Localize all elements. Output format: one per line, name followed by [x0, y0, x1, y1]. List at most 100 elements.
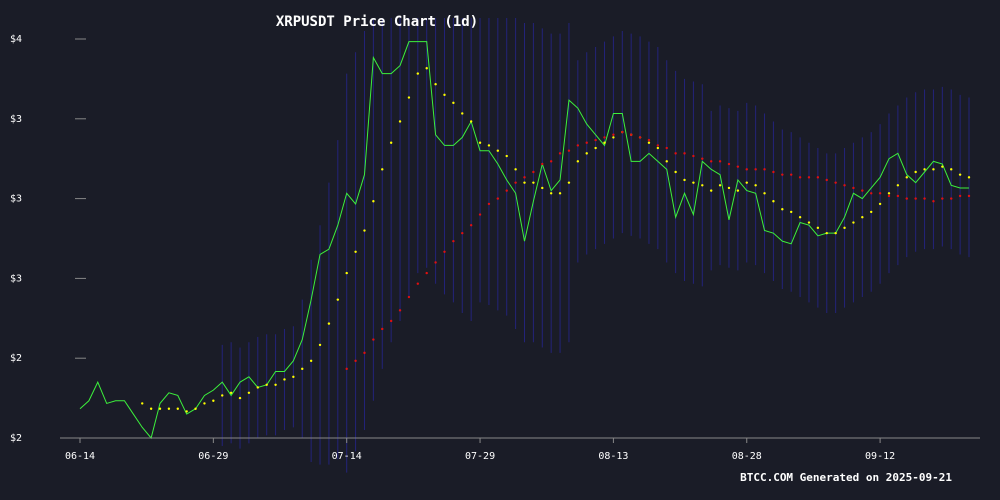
ma-dot: [549, 160, 553, 163]
ma-dot: [923, 197, 926, 200]
ma-dot: [478, 213, 482, 216]
ma-dot: [523, 181, 526, 184]
ma-dot: [425, 67, 428, 70]
ma-dot: [709, 189, 713, 192]
ma-dot: [363, 351, 366, 355]
ma-dot: [461, 112, 464, 115]
ma-dot: [638, 136, 642, 139]
ma-dot: [790, 173, 793, 176]
ma-dot: [941, 165, 944, 168]
ma-dot: [541, 186, 544, 190]
ma-dot: [816, 176, 820, 179]
ma-dot: [461, 231, 464, 235]
ma-dot: [701, 184, 704, 187]
ma-dot: [469, 224, 473, 227]
ma-dot: [958, 194, 962, 198]
ma-dot: [372, 338, 375, 341]
ma-dot: [238, 396, 242, 400]
ma-dot: [576, 144, 580, 147]
ma-dot: [861, 216, 864, 219]
ma-dot: [958, 173, 962, 176]
ma-dot: [541, 162, 544, 166]
ma-dot: [790, 210, 793, 214]
ma-dot: [416, 72, 420, 75]
x-tick-label: 08-13: [598, 451, 628, 462]
footer: BTCC.COM Generated on 2025-09-21: [740, 471, 952, 484]
ma-dot: [843, 226, 846, 230]
ma-dot: [914, 170, 917, 174]
ma-dot: [621, 130, 624, 134]
ma-dot: [381, 327, 384, 331]
ma-dot: [434, 261, 437, 264]
ma-dot: [514, 168, 517, 171]
ma-dot: [221, 394, 224, 397]
ma-dot: [452, 101, 455, 105]
ma-dot: [754, 168, 757, 171]
ma-dot: [594, 146, 597, 150]
ma-dot: [745, 168, 748, 171]
ma-dot: [381, 168, 384, 171]
y-tick-label: $3: [10, 194, 22, 205]
ma-dot: [496, 197, 500, 200]
ma-dot: [549, 192, 553, 195]
y-tick-label: $2: [10, 433, 22, 444]
ma-dot: [905, 197, 908, 200]
ma-dot: [363, 229, 366, 232]
ma-dot: [932, 200, 935, 203]
ma-dot: [301, 367, 304, 371]
ma-dot: [558, 192, 562, 195]
y-tick-label: $3: [10, 273, 22, 284]
ma-dot: [745, 181, 748, 184]
ma-dot: [870, 210, 873, 214]
ma-dot: [185, 410, 188, 413]
price-line: [79, 41, 969, 440]
y-tick-label: $2: [10, 353, 22, 364]
ma-dot: [825, 178, 828, 182]
ma-dot: [683, 152, 686, 155]
ma-dot: [354, 359, 357, 363]
ma-dot: [194, 407, 197, 410]
ma-dot: [212, 399, 215, 402]
ma-dot: [781, 208, 784, 211]
ma-dot: [398, 120, 402, 123]
ma-dot: [558, 152, 562, 155]
ma-dot: [834, 231, 837, 235]
ma-dot: [674, 152, 677, 155]
ma-dot: [727, 186, 731, 190]
ma-dot: [878, 192, 882, 195]
ma-dot: [469, 120, 473, 123]
ma-dot: [389, 141, 393, 144]
ma-dot: [585, 152, 588, 155]
ma-dot: [665, 160, 668, 163]
chart-title: XRPUSDT Price Chart (1d): [276, 14, 478, 30]
ma-dot: [603, 136, 606, 139]
ma-dot: [878, 202, 882, 206]
ma-dot: [283, 378, 286, 381]
ma-dot: [603, 141, 606, 144]
ma-dot: [158, 407, 162, 410]
ma-dot: [772, 200, 775, 203]
ma-dot: [345, 271, 348, 275]
ma-dot: [923, 168, 926, 171]
ma-dot: [612, 136, 615, 139]
ma-dot: [914, 197, 917, 200]
ma-dot: [416, 282, 420, 285]
ma-dot: [754, 184, 757, 187]
series-layer: [79, 41, 971, 440]
x-tick-label: 09-12: [865, 451, 895, 462]
ma-dot: [798, 176, 802, 179]
ma-dot: [594, 138, 597, 142]
ma-dot: [141, 402, 144, 405]
ma-dot: [292, 375, 295, 379]
ma-dot: [505, 189, 508, 192]
y-tick-label: $3: [10, 114, 22, 125]
x-tick-label: 07-14: [332, 451, 362, 462]
ma-dot: [798, 216, 802, 219]
ma-dot: [567, 149, 571, 152]
ma-dot: [398, 309, 402, 312]
ma-dot: [772, 170, 775, 174]
ma-dot: [345, 367, 348, 371]
ma-dot: [647, 138, 651, 142]
